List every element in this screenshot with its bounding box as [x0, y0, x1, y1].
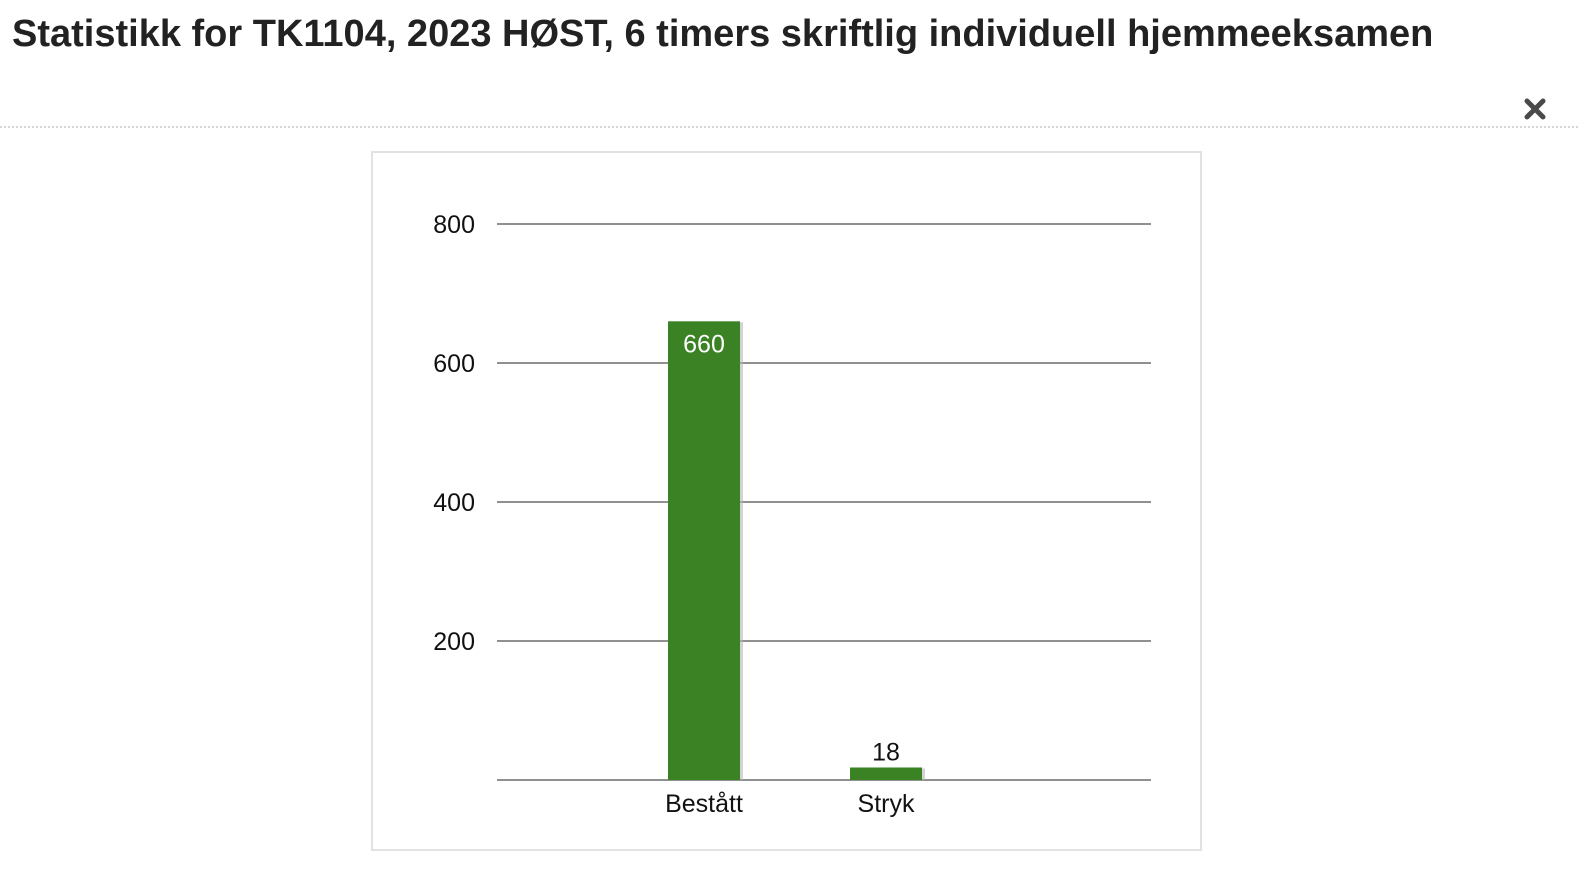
y-tick-label: 800 [433, 211, 475, 239]
y-tick-label: 400 [433, 489, 475, 517]
dialog-divider [0, 126, 1578, 128]
y-tick-label: 200 [433, 628, 475, 656]
close-button[interactable] [1522, 96, 1548, 122]
x-tick-label: Bestått [665, 790, 743, 818]
bar-chart: 200 400 600 800 660 Bestått 18 Stryk [433, 211, 1151, 818]
bar-stryk [850, 767, 922, 780]
dialog-title: Statistikk for TK1104, 2023 HØST, 6 time… [12, 13, 1434, 55]
x-tick-label: Stryk [858, 790, 915, 818]
y-tick-label: 600 [433, 350, 475, 378]
chart-container: 200 400 600 800 660 Bestått 18 Stryk [371, 151, 1202, 851]
bar-bestått [668, 321, 740, 780]
data-label: 660 [683, 330, 725, 358]
data-label: 18 [872, 738, 900, 766]
close-icon [1524, 98, 1546, 120]
